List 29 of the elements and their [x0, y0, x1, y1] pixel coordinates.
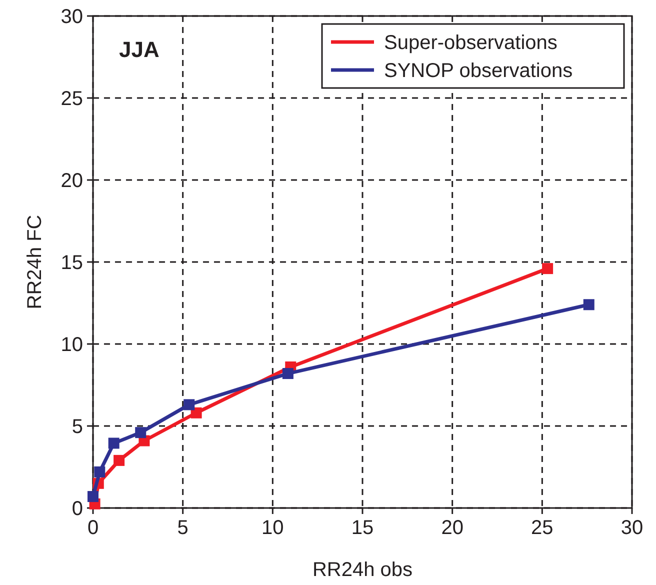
point: [135, 427, 146, 438]
x-tick-label: 25: [531, 517, 554, 539]
x-tick-label: 20: [441, 517, 464, 539]
x-axis-title: RR24h obs: [312, 559, 413, 581]
legend-label: Super-observations: [384, 32, 558, 54]
x-tick-label: 15: [351, 517, 374, 539]
point: [282, 368, 294, 380]
x-tick-label: 0: [87, 517, 99, 539]
y-axis-title: RR24h FC: [24, 214, 46, 310]
point: [190, 407, 202, 418]
point: [108, 438, 120, 449]
point: [583, 299, 594, 310]
point: [94, 466, 106, 478]
y-tick-label: 20: [60, 170, 83, 192]
x-tick-label: 5: [177, 517, 188, 539]
point: [114, 454, 125, 466]
y-tick-label: 30: [60, 6, 83, 28]
y-tick-label: 15: [60, 252, 83, 274]
annotation: JJA: [119, 37, 160, 62]
x-tick-label: 30: [620, 517, 644, 539]
legend-label: SYNOP observations: [384, 60, 573, 82]
point: [184, 399, 195, 410]
y-tick-label: 25: [60, 88, 83, 110]
y-tick-label: 0: [72, 498, 83, 520]
x-tick-label: 10: [262, 517, 284, 539]
point: [542, 263, 554, 274]
y-tick-label: 10: [60, 334, 83, 356]
y-tick-label: 5: [72, 416, 83, 438]
point: [88, 491, 98, 502]
